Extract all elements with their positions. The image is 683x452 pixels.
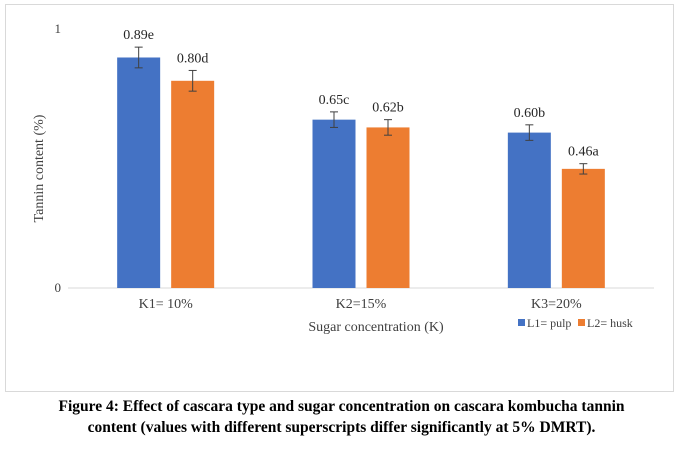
legend-swatch-2 <box>578 319 585 326</box>
figure-caption: Figure 4: Effect of cascara type and sug… <box>0 396 683 438</box>
bar-2-2 <box>366 127 410 288</box>
x-axis-title: Sugar concentration (K) <box>308 320 444 335</box>
y-axis-title: Tannin content (%) <box>32 114 47 222</box>
data-label: 0.46a <box>568 145 600 160</box>
bar-1-2 <box>312 119 356 289</box>
bar-1-3 <box>507 132 551 288</box>
bar-2-3 <box>561 168 605 288</box>
legend-label-1: L1= pulp <box>527 316 571 330</box>
y-tick-label: 1 <box>55 21 62 36</box>
x-tick-label: K1= 10% <box>139 297 194 312</box>
caption-line-2: content (values with different superscri… <box>87 419 596 436</box>
caption-line-1: Figure 4: Effect of cascara type and sug… <box>58 398 625 415</box>
legend-label-2: L2= husk <box>587 316 633 330</box>
chart-area: 0 1 Tannin content (%) 0.89e 0.80d K1= 10% 0.6… <box>5 4 674 392</box>
y-tick-label: 0 <box>55 280 62 295</box>
data-label: 0.89e <box>123 28 154 43</box>
x-tick-label: K2=15% <box>336 297 387 312</box>
data-label: 0.60b <box>514 106 546 121</box>
data-label: 0.80d <box>177 51 209 66</box>
bar-chart: 0 1 Tannin content (%) 0.89e 0.80d K1= 10% 0.6… <box>32 21 654 335</box>
legend-swatch-1 <box>518 319 525 326</box>
x-tick-label: K3=20% <box>531 297 582 312</box>
bar-2-1 <box>171 80 215 288</box>
bar-1-1 <box>117 57 161 288</box>
data-label: 0.62b <box>372 101 404 116</box>
data-label: 0.65c <box>319 93 350 108</box>
